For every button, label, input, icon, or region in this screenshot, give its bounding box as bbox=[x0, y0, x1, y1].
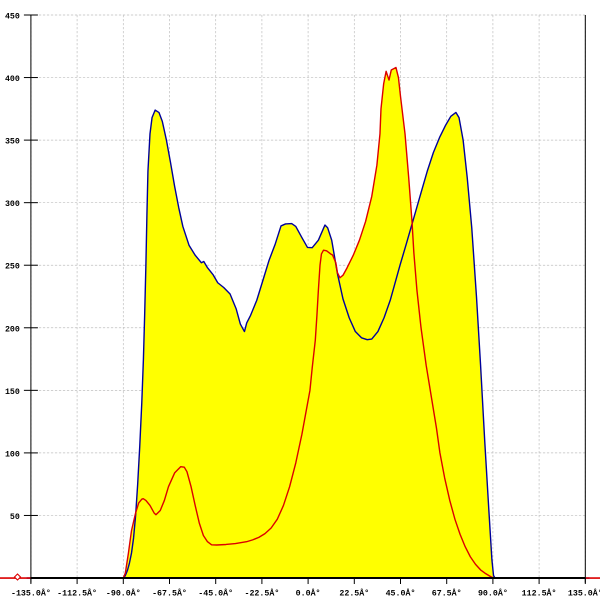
svg-text:22.5Å°: 22.5Å° bbox=[339, 588, 369, 599]
svg-text:-45.0Å°: -45.0Å° bbox=[198, 588, 233, 599]
svg-text:90.0Å°: 90.0Å° bbox=[478, 588, 508, 599]
svg-text:100: 100 bbox=[5, 450, 20, 459]
svg-text:0.0Å°: 0.0Å° bbox=[296, 588, 321, 599]
svg-text:300: 300 bbox=[5, 200, 20, 209]
svg-text:-22.5Å°: -22.5Å° bbox=[244, 588, 279, 599]
svg-text:-90.0Å°: -90.0Å° bbox=[106, 588, 141, 599]
svg-text:250: 250 bbox=[5, 263, 20, 272]
svg-text:135.0Å°: 135.0Å° bbox=[568, 588, 600, 599]
svg-text:67.5Å°: 67.5Å° bbox=[432, 588, 462, 599]
svg-text:350: 350 bbox=[5, 138, 20, 147]
svg-text:200: 200 bbox=[5, 325, 20, 334]
svg-text:150: 150 bbox=[5, 388, 20, 397]
svg-text:-135.0Å°: -135.0Å° bbox=[11, 588, 51, 599]
svg-text:450: 450 bbox=[5, 12, 20, 21]
svg-text:112.5Å°: 112.5Å° bbox=[522, 588, 557, 599]
svg-text:-112.5Å°: -112.5Å° bbox=[57, 588, 97, 599]
svg-text:45.0Å°: 45.0Å° bbox=[386, 588, 416, 599]
svg-text:50: 50 bbox=[10, 513, 20, 522]
svg-text:400: 400 bbox=[5, 75, 20, 84]
svg-text:-67.5Å°: -67.5Å° bbox=[152, 588, 187, 599]
